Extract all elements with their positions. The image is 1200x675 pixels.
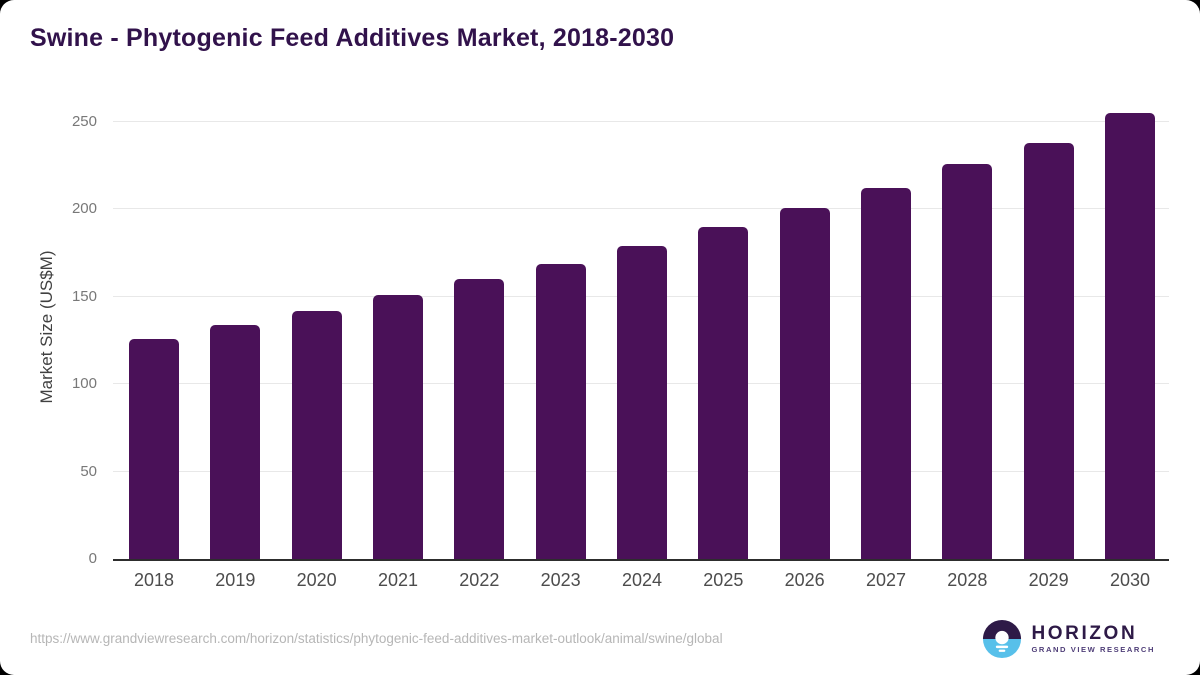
bar-2028[interactable] bbox=[942, 163, 993, 559]
x-tick-label-2019: 2019 bbox=[215, 570, 256, 590]
bar-2025[interactable] bbox=[698, 226, 749, 559]
bar-2018[interactable] bbox=[129, 338, 179, 559]
x-tick-label-2024: 2024 bbox=[621, 570, 663, 590]
x-tick-label-2025: 2025 bbox=[703, 570, 744, 590]
horizon-logo-mark-icon bbox=[983, 619, 1022, 659]
source-url: https://www.grandviewresearch.com/horizo… bbox=[30, 631, 723, 646]
x-tick-label-2027: 2027 bbox=[865, 570, 907, 590]
x-tick-label-2021: 2021 bbox=[377, 570, 419, 590]
x-tick-label-2023: 2023 bbox=[540, 570, 581, 590]
bar-2024[interactable] bbox=[617, 246, 667, 559]
logo-mark-reflection-line bbox=[999, 649, 1006, 652]
bar-2030[interactable] bbox=[1105, 113, 1155, 559]
y-tick-label-250: 250 bbox=[71, 113, 97, 130]
y-tick-label-200: 200 bbox=[71, 200, 97, 218]
bar-2023[interactable] bbox=[535, 263, 586, 559]
x-tick-label-2026: 2026 bbox=[784, 570, 825, 590]
y-tick-label-100: 100 bbox=[71, 375, 97, 393]
x-tick-label-2018: 2018 bbox=[133, 570, 175, 590]
gridline-250 bbox=[113, 121, 1169, 122]
x-tick-label-2030: 2030 bbox=[1109, 570, 1151, 590]
y-axis-tick-labels: 0 50 100 150 200 250 bbox=[0, 100, 97, 567]
bar-2021[interactable] bbox=[373, 295, 423, 559]
gridline-200 bbox=[113, 208, 1169, 210]
y-tick-label-0: 0 bbox=[88, 550, 97, 567]
bar-2019[interactable] bbox=[210, 324, 261, 559]
logo-brand: HORIZON bbox=[1031, 622, 1138, 644]
bar-2027[interactable] bbox=[861, 188, 911, 559]
x-axis-tick-labels: 2018 2019 2020 2021 2022 2023 2024 2025 2026 2027… bbox=[113, 570, 1169, 596]
bar-2022[interactable] bbox=[454, 279, 505, 559]
x-tick-label-2028: 2028 bbox=[947, 570, 988, 590]
x-tick-label-2029: 2029 bbox=[1028, 570, 1069, 590]
x-tick-label-2020: 2020 bbox=[296, 570, 337, 590]
logo-mark-top-half bbox=[983, 619, 1022, 639]
horizon-logo: HORIZON GRAND VIEW RESEARCH bbox=[982, 616, 1155, 662]
y-tick-label-150: 150 bbox=[71, 287, 97, 305]
logo-mark-bottom-half bbox=[983, 639, 1022, 659]
x-tick-label-2022: 2022 bbox=[459, 570, 500, 590]
logo-tagline: GRAND VIEW RESEARCH bbox=[1031, 644, 1155, 654]
y-tick-label-50: 50 bbox=[80, 462, 97, 480]
bar-2026[interactable] bbox=[779, 207, 830, 559]
plot-area bbox=[113, 100, 1169, 561]
logo-mark-sun bbox=[995, 630, 1010, 645]
bar-2020[interactable] bbox=[291, 310, 342, 559]
logo-text: HORIZON GRAND VIEW RESEARCH bbox=[1031, 622, 1155, 655]
logo-mark-reflection-line bbox=[996, 645, 1009, 649]
bar-2029[interactable] bbox=[1023, 142, 1074, 559]
page-title: Swine - Phytogenic Feed Additives Market… bbox=[30, 24, 675, 52]
